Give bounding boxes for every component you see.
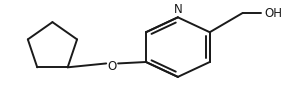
Text: OH: OH [265, 7, 283, 20]
Text: O: O [108, 60, 117, 73]
Text: N: N [173, 3, 182, 16]
